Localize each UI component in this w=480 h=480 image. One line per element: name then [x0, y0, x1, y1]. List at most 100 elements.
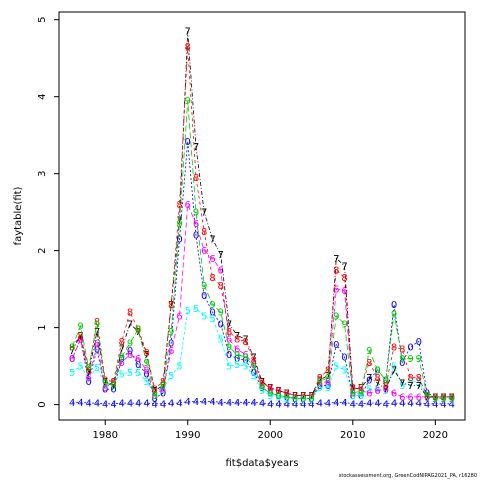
series-9-point: 9	[234, 350, 240, 361]
series-7-point: 7	[366, 373, 372, 384]
series-0-point: 0	[333, 340, 339, 351]
plot-frame	[58, 11, 466, 421]
series-4-point: 4	[127, 399, 133, 410]
series-7-point: 7	[333, 254, 339, 265]
series-4-point: 4	[366, 399, 372, 410]
series-9-point: 9	[135, 325, 141, 336]
series-5-point: 5	[300, 394, 306, 405]
y-tick-label: 0	[37, 401, 48, 407]
series-5-point: 5	[440, 394, 446, 405]
series-9-point: 9	[391, 309, 397, 320]
series-6-point: 6	[201, 246, 207, 257]
series-5-point: 5	[383, 386, 389, 397]
series-5-point: 5	[432, 394, 438, 405]
series-4-point: 4	[432, 399, 438, 410]
series-7-point: 7	[86, 368, 92, 379]
series-7-point: 7	[242, 335, 248, 346]
series-8-point: 8	[94, 317, 100, 328]
series-9-point: 9	[94, 319, 100, 330]
series-5-point: 5	[69, 368, 75, 379]
series-5-point: 5	[86, 373, 92, 384]
series-6-point: 6	[275, 386, 281, 397]
series-8-point: 8	[440, 392, 446, 403]
series-9-point: 9	[341, 319, 347, 330]
series-6-point: 6	[341, 286, 347, 297]
series-6-point: 6	[160, 385, 166, 396]
series-6-point: 6	[86, 373, 92, 384]
series-7-point: 7	[358, 383, 364, 394]
series-7-point: 7	[440, 392, 446, 403]
series-7-point: 7	[168, 300, 174, 311]
series-0-point: 0	[127, 346, 133, 357]
series-6-line	[71, 204, 452, 398]
series-5-point: 5	[218, 335, 224, 346]
series-4-point: 4	[333, 398, 339, 409]
series-9-point: 9	[193, 208, 199, 219]
series-8-point: 8	[86, 366, 92, 377]
series-4-point: 4	[407, 399, 413, 410]
series-4-point: 4	[168, 399, 174, 410]
series-0-point: 0	[135, 360, 141, 371]
series-9-point: 9	[218, 308, 224, 319]
series-9-point: 9	[143, 358, 149, 369]
series-9-point: 9	[308, 394, 314, 405]
series-6-point: 6	[135, 354, 141, 365]
series-8-point: 8	[341, 273, 347, 284]
x-tick-label: 1980	[92, 430, 117, 441]
series-5-point: 5	[251, 371, 257, 382]
series-5-point: 5	[168, 371, 174, 382]
series-8-point: 8	[160, 377, 166, 388]
series-7-point: 7	[160, 381, 166, 392]
series-6-point: 6	[391, 389, 397, 400]
series-8-point: 8	[358, 383, 364, 394]
series-6-point: 6	[127, 350, 133, 361]
series-8-line	[71, 46, 452, 398]
series-6-point: 6	[333, 285, 339, 296]
y-axis-title: faytable(fit)	[13, 186, 24, 245]
series-0-point: 0	[350, 391, 356, 402]
series-8-point: 8	[152, 385, 158, 396]
series-7-point: 7	[185, 27, 191, 38]
series-7-point: 7	[449, 392, 455, 403]
series-9-point: 9	[251, 362, 257, 373]
series-4-point: 4	[110, 399, 116, 410]
series-6-point: 6	[119, 358, 125, 369]
series-4-point: 4	[391, 399, 397, 410]
series-8-point: 8	[399, 345, 405, 356]
series-9-point: 9	[160, 381, 166, 392]
series-0-point: 0	[374, 366, 380, 377]
series-7-point: 7	[152, 386, 158, 397]
series-7-point: 7	[300, 391, 306, 402]
series-6-point: 6	[416, 392, 422, 403]
series-6-point: 6	[218, 265, 224, 276]
series-9-point: 9	[176, 219, 182, 230]
series-4-line	[72, 401, 452, 405]
series-8-point: 8	[275, 386, 281, 397]
series-8-point: 8	[391, 342, 397, 353]
series-0-point: 0	[242, 356, 248, 367]
series-8-point: 8	[242, 337, 248, 348]
series-9-point: 9	[86, 363, 92, 374]
series-6-point: 6	[226, 335, 232, 346]
series-7-point: 7	[127, 319, 133, 330]
series-5-point: 5	[341, 366, 347, 377]
series-7-point: 7	[251, 352, 257, 363]
series-6-point: 6	[110, 377, 116, 388]
series-8-point: 8	[185, 42, 191, 53]
series-4-point: 4	[267, 399, 273, 410]
series-5-point: 5	[308, 394, 314, 405]
series-6-point: 6	[407, 392, 413, 403]
series-9-point: 9	[416, 354, 422, 365]
series-5-point: 5	[135, 368, 141, 379]
series-5-point: 5	[333, 362, 339, 373]
series-7-point: 7	[102, 377, 108, 388]
series-9-point: 9	[275, 391, 281, 402]
series-7-line	[71, 31, 452, 398]
series-0-point: 0	[119, 354, 125, 365]
x-axis-title: fit$data$years	[226, 458, 299, 469]
series-0-point: 0	[209, 308, 215, 319]
series-4-point: 4	[193, 397, 199, 408]
series-0-point: 0	[185, 137, 191, 148]
